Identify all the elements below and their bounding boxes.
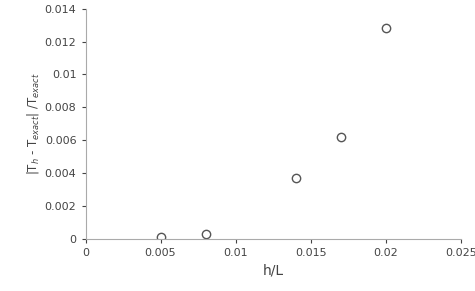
X-axis label: h/L: h/L <box>263 263 284 277</box>
Y-axis label: |T$_h$ - T$_{exact}$| /T$_{exact}$: |T$_h$ - T$_{exact}$| /T$_{exact}$ <box>25 72 40 175</box>
